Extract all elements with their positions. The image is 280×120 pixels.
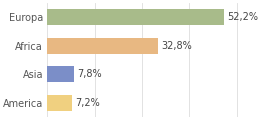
Text: 7,2%: 7,2% [75, 98, 100, 108]
Bar [47, 9, 224, 25]
Text: 7,8%: 7,8% [77, 69, 102, 79]
Text: 32,8%: 32,8% [162, 41, 192, 51]
Bar [47, 66, 74, 82]
Bar [47, 95, 72, 111]
Bar [47, 38, 158, 54]
Text: 52,2%: 52,2% [227, 12, 258, 22]
